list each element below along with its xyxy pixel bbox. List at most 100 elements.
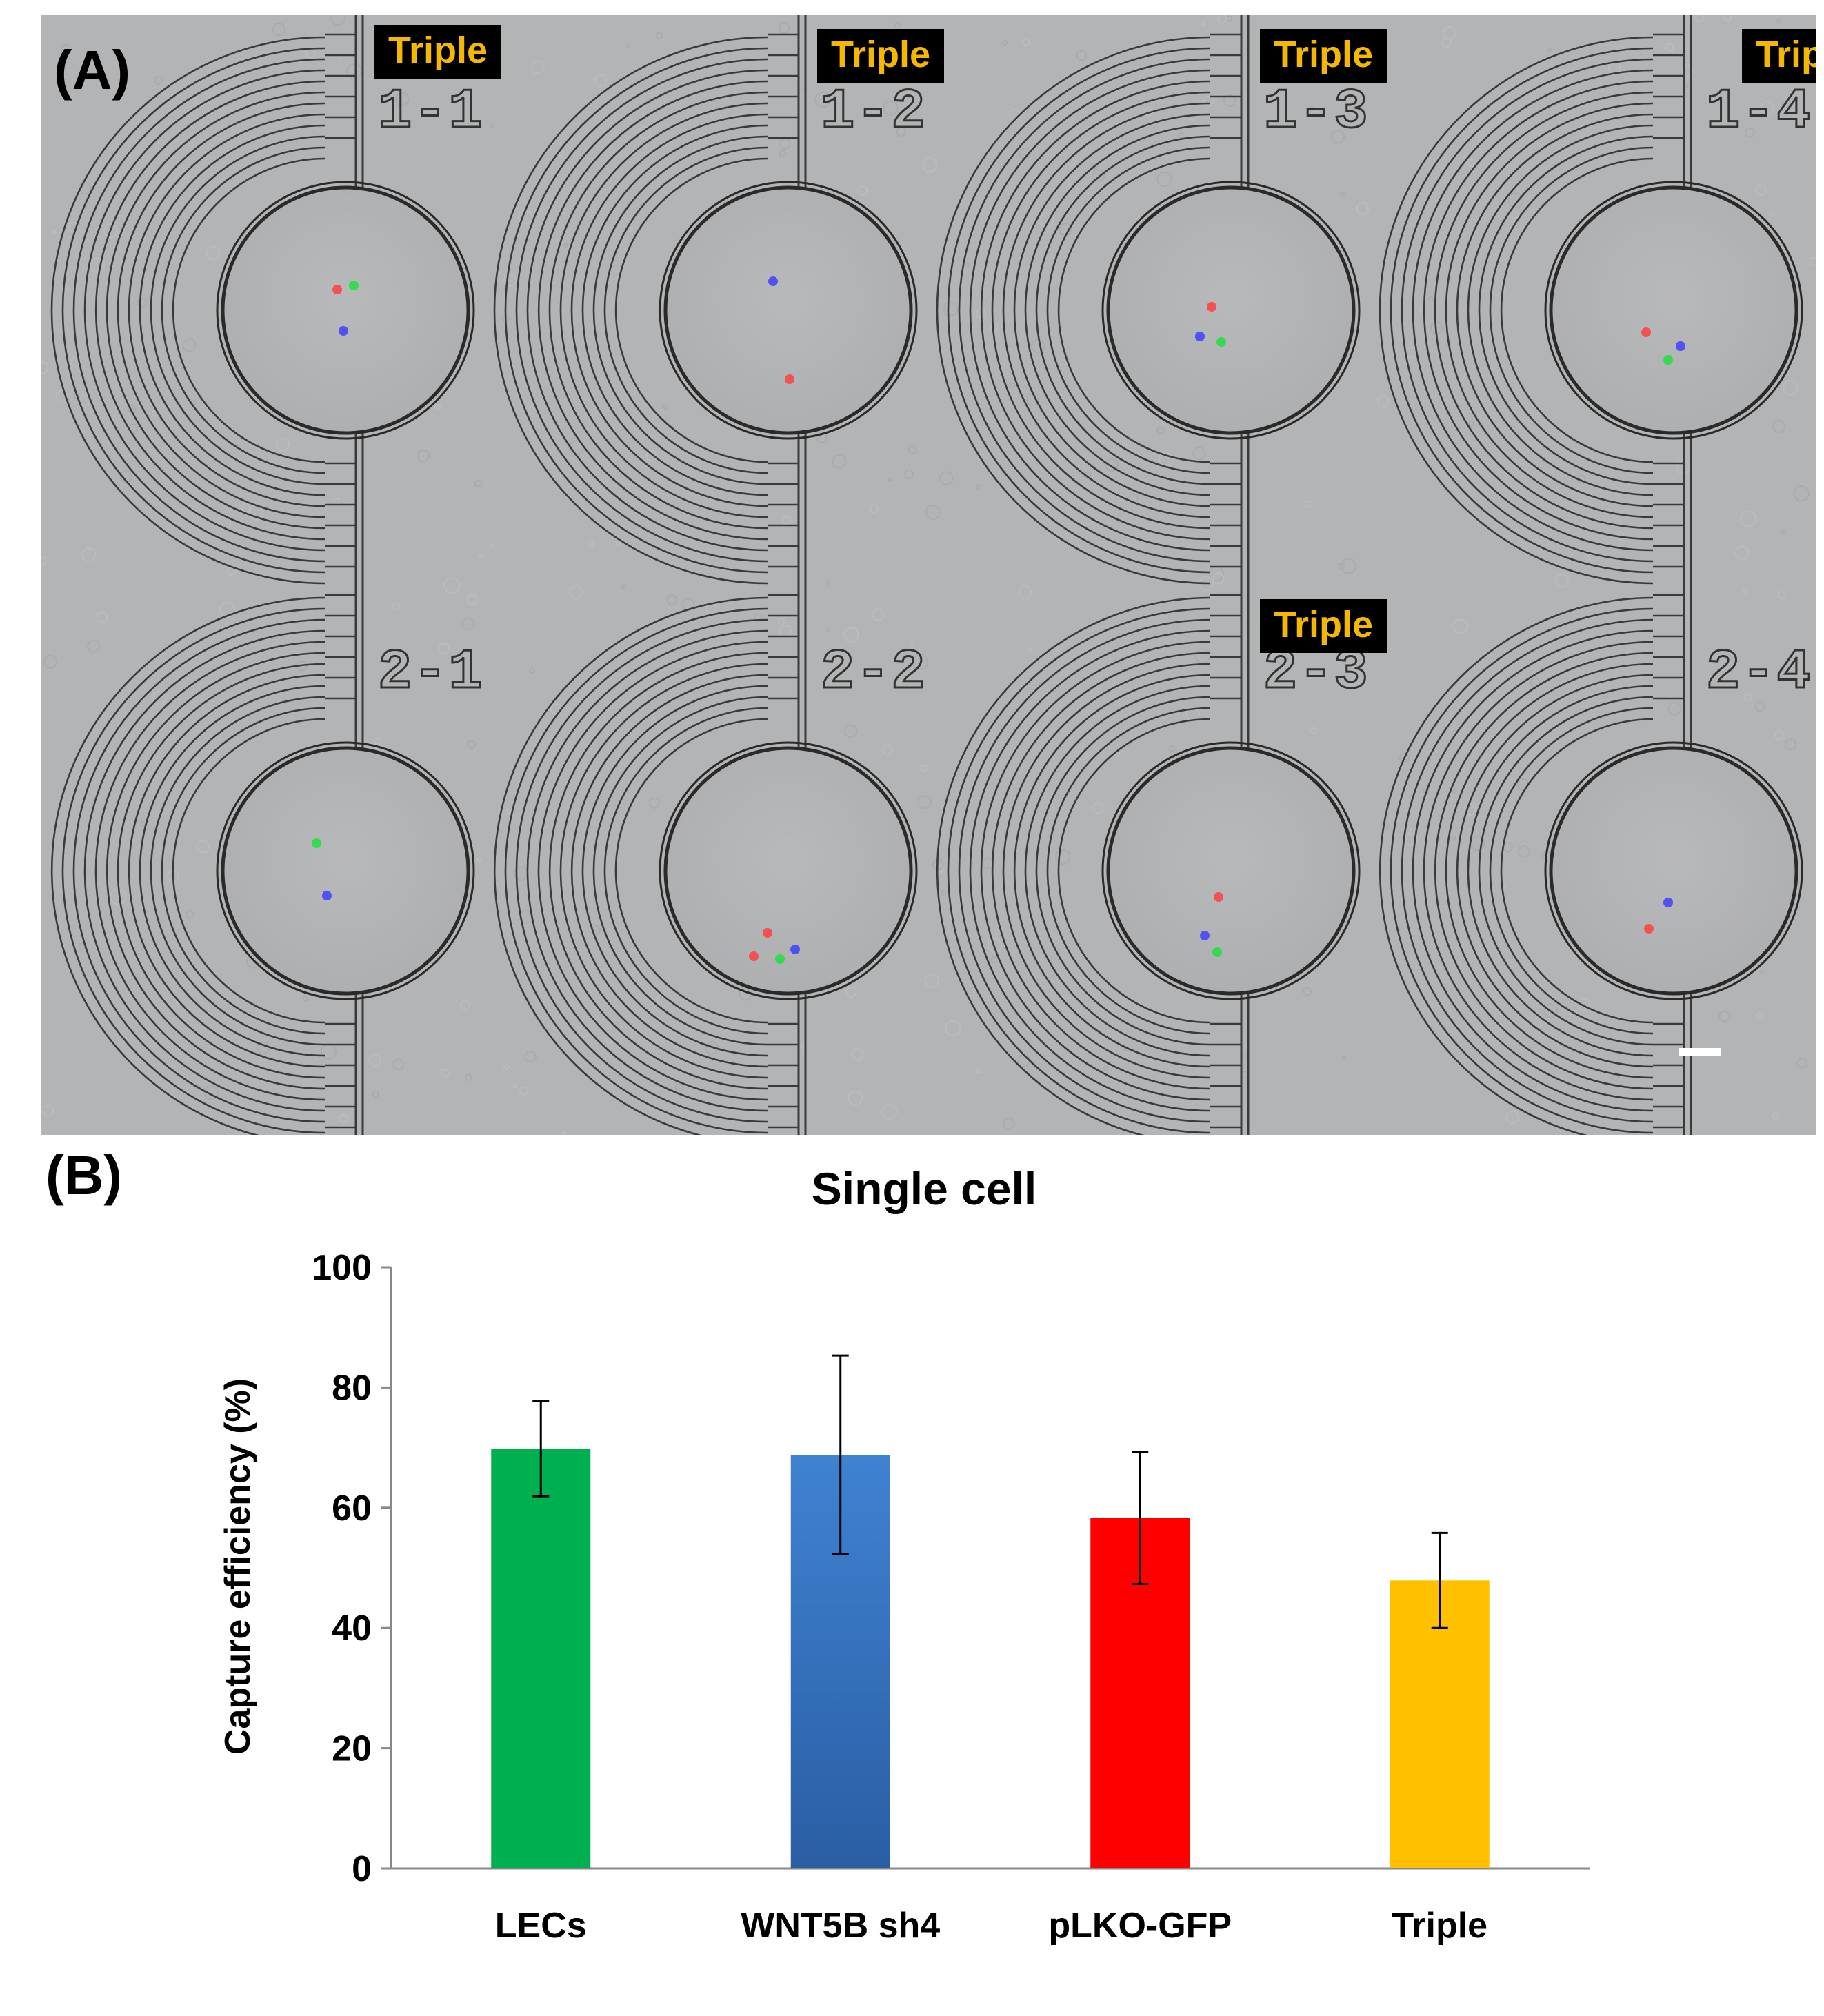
triple-tag-1-2: Triple [817, 29, 945, 83]
cell-dot [1663, 898, 1673, 907]
well-serpentine [1467, 685, 1654, 1057]
well-chamber [663, 746, 913, 996]
cell-dot [1200, 931, 1210, 940]
well-serpentine [1379, 36, 1654, 585]
triple-tag-1-3: Triple [1260, 29, 1387, 83]
well-serpentine [1379, 596, 1654, 1135]
well-serpentine [526, 629, 768, 1112]
well-serpentine [325, 462, 356, 568]
well-chamber-outer [659, 741, 918, 1000]
well-chamber-outer [1101, 181, 1361, 440]
y-tick-label: 60 [332, 1489, 372, 1529]
well-serpentine [61, 607, 325, 1134]
well-serpentine [570, 674, 768, 1068]
cell-dot [322, 891, 332, 900]
well-serpentine [570, 113, 768, 507]
microscopy-panel: 1-1Triple1-2Triple1-3Triple1-4Triple2-12… [41, 15, 1816, 1135]
y-tick-label: 100 [312, 1248, 372, 1288]
well-serpentine [1445, 102, 1654, 518]
well-serpentine [83, 629, 325, 1112]
well-serpentine [559, 663, 768, 1079]
well-serpentine [106, 91, 325, 530]
well-serpentine [161, 146, 325, 474]
well-serpentine [1434, 91, 1654, 530]
cell-dot [339, 326, 348, 336]
cell-dot [1676, 341, 1685, 351]
well-chamber [1106, 746, 1356, 996]
well-serpentine [980, 80, 1211, 541]
well-serpentine [325, 1022, 356, 1129]
bar-lecs [491, 1449, 591, 1868]
well-chamber-outer [659, 181, 918, 440]
well-serpentine [603, 707, 768, 1035]
well-1-3 [936, 15, 1361, 589]
well-serpentine [936, 596, 1211, 1135]
well-chamber [1549, 185, 1798, 435]
cell-dot [1214, 892, 1223, 902]
well-1-4 [1379, 15, 1803, 589]
well-serpentine [50, 36, 325, 585]
panel-a-label: (A) [54, 39, 131, 101]
well-id-1-2: 1-2 [820, 80, 927, 144]
well-chamber-outer [216, 741, 475, 1000]
well-serpentine [1210, 594, 1241, 700]
well-serpentine [1035, 696, 1211, 1046]
well-serpentine [61, 47, 325, 574]
well-2-1 [50, 569, 475, 1135]
well-serpentine [72, 618, 325, 1123]
y-axis-title: Capture efficiency (%) [218, 1378, 258, 1755]
well-serpentine [515, 618, 768, 1123]
well-id-1-4: 1-4 [1705, 80, 1812, 144]
y-tick-label: 40 [332, 1609, 372, 1649]
well-serpentine [1653, 33, 1684, 139]
well-serpentine [969, 69, 1211, 552]
well-serpentine [150, 135, 325, 485]
well-serpentine [1653, 462, 1684, 568]
well-serpentine [537, 80, 768, 541]
chart-title: Single cell [812, 1163, 1036, 1214]
cell-dot [1663, 355, 1673, 365]
well-2-2 [493, 569, 918, 1135]
capture-efficiency-chart: Single cell Capture efficiency (%) 0 20 40… [218, 1163, 1590, 1946]
well-serpentine [1500, 718, 1654, 1024]
well-serpentine [548, 91, 768, 530]
well-serpentine [72, 58, 325, 563]
well-serpentine [1434, 652, 1654, 1090]
triple-tag-2-3: Triple [1260, 599, 1387, 653]
y-tick-label: 0 [352, 1849, 372, 1889]
well-serpentine [1401, 58, 1654, 563]
well-serpentine [94, 641, 325, 1101]
well-chamber-outer [216, 181, 475, 440]
well-serpentine [1423, 80, 1654, 541]
well-serpentine [581, 685, 768, 1057]
y-tick-label: 80 [332, 1368, 372, 1408]
x-tick-label: pLKO-GFP [1048, 1906, 1232, 1946]
well-serpentine [1478, 135, 1654, 485]
well-serpentine [614, 157, 768, 463]
chart-marks: 0 20 40 60 80 100 LECs WNT5B sh4 pLKO-GFP Triple [312, 1248, 1490, 1946]
well-serpentine [768, 1022, 799, 1129]
well-serpentine [1456, 113, 1654, 507]
well-serpentine [559, 102, 768, 518]
well-serpentine [768, 462, 799, 568]
well-serpentine [537, 641, 768, 1101]
cell-dot [775, 954, 785, 964]
well-serpentine [980, 641, 1211, 1101]
well-chamber [663, 185, 913, 435]
cell-dot [1207, 302, 1216, 312]
well-serpentine [106, 652, 325, 1090]
cell-dot [763, 928, 772, 938]
well-serpentine [1035, 135, 1211, 485]
well-serpentine [493, 36, 768, 585]
cell-dot [749, 951, 759, 961]
well-id-2-2: 2-2 [820, 641, 927, 705]
well-chamber-outer [1544, 741, 1803, 1000]
well-serpentine [1013, 113, 1211, 507]
cell-dot [1216, 337, 1226, 347]
well-serpentine [1456, 674, 1654, 1068]
cell-dot [768, 276, 778, 286]
well-id-2-4: 2-4 [1705, 641, 1812, 705]
well-serpentine [958, 58, 1211, 563]
well-1-1 [50, 15, 475, 589]
y-tick-label: 20 [332, 1729, 372, 1769]
